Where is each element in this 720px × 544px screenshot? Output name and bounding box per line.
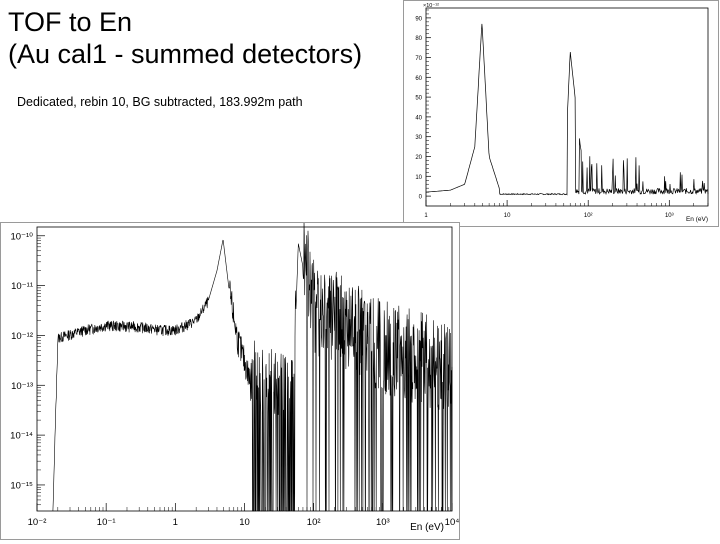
main-chart-panel: 10⁻¹⁵ 10⁻¹⁴ 10⁻¹³ 10⁻¹² 10⁻¹¹ 10⁻¹⁰ 10⁻² 10⁻¹ 1 1… — [0, 219, 460, 540]
y-tick-label: 10⁻¹² — [11, 331, 33, 342]
x-tick-label: 10⁻¹ — [97, 517, 116, 528]
x-tick-label: 10 — [504, 213, 511, 219]
slide-subtitle: Dedicated, rebin 10, BG subtracted, 183.… — [17, 95, 303, 109]
x-axis-label: En (eV) — [686, 216, 708, 223]
x-tick-label: 1 — [173, 517, 178, 528]
x-tick-label: 1 — [424, 213, 428, 219]
y-tick-label: 60 — [415, 76, 422, 82]
x-tick-label: 10² — [307, 517, 321, 528]
y-tick-label: 10⁻¹¹ — [11, 281, 33, 292]
main-spectrum-chart: 10⁻¹⁵ 10⁻¹⁴ 10⁻¹³ 10⁻¹² 10⁻¹¹ 10⁻¹⁰ 10⁻² 10⁻¹ 1 1… — [10, 219, 459, 533]
y-tick-label: 50 — [415, 96, 422, 102]
y-tick-label: 10 — [415, 175, 422, 181]
x-tick-label: 10 — [239, 517, 250, 528]
y-tick-label: 10⁻¹⁰ — [10, 231, 33, 242]
y-tick-label: 10⁻¹³ — [11, 381, 33, 392]
y-tick-label: 20 — [415, 155, 422, 161]
x-tick-label: 10⁻² — [28, 517, 47, 528]
inset-chart-panel: 0 10 20 30 40 50 60 70 80 90 ×10⁻¹² 1 10 10² 10³ En (eV… — [403, 0, 719, 227]
y-tick-label: 10⁻¹⁵ — [10, 480, 33, 491]
x-tick-label: 10³ — [665, 213, 674, 219]
y-tick-label: 30 — [415, 135, 422, 141]
y-tick-label: 70 — [415, 56, 422, 62]
x-tick-label: 10² — [584, 213, 593, 219]
y-multiplier-label: ×10⁻¹² — [423, 3, 439, 9]
main-series-line — [52, 219, 453, 512]
slide-title: TOF to En (Au cal1 - summed detectors) — [8, 7, 363, 69]
y-tick-label: 80 — [415, 36, 422, 42]
y-tick-label: 0 — [419, 195, 423, 201]
plot-frame — [425, 7, 709, 207]
x-tick-label: 10⁴ — [445, 517, 459, 528]
y-tick-label: 10⁻¹⁴ — [10, 431, 33, 442]
y-tick-label: 90 — [415, 16, 422, 22]
inset-spectrum-chart: 0 10 20 30 40 50 60 70 80 90 ×10⁻¹² 1 10 10² 10³ En (eV… — [415, 3, 709, 223]
y-tick-label: 40 — [415, 115, 422, 121]
x-axis-label: En (eV) — [410, 522, 444, 533]
x-tick-label: 10³ — [376, 517, 390, 528]
inset-series-line — [426, 23, 709, 196]
